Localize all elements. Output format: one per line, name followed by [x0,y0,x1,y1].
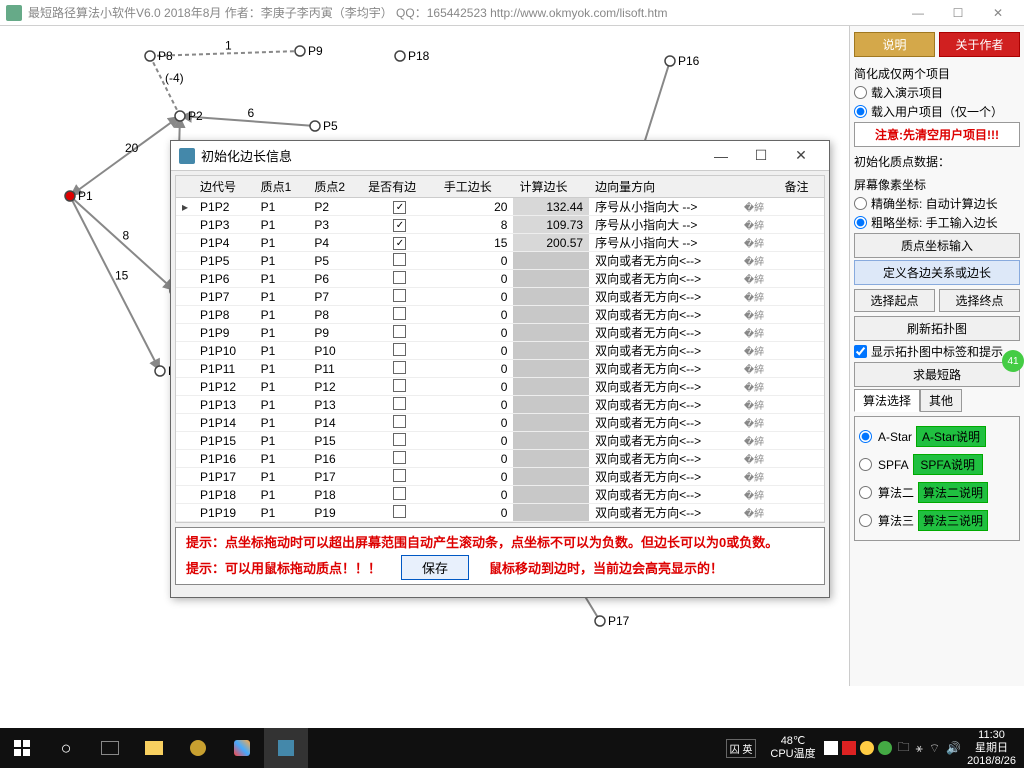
select-start-button[interactable]: 选择起点 [854,289,935,312]
svg-text:20: 20 [125,141,139,155]
dialog-title: 初始化边长信息 [201,146,701,165]
warning-label: 注意:先清空用户项目!!! [854,122,1020,147]
hint-3: 鼠标移动到边时，当前边会高亮显示的！ [489,558,723,577]
dialog-close-button[interactable]: ✕ [781,147,821,164]
table-row[interactable]: P1P8P1P80双向或者无方向<-->�綷 [176,306,824,324]
taskbar-explorer[interactable] [132,728,176,768]
table-row[interactable]: P1P4P1P4✓15200.57序号从小指向大 -->�綷 [176,234,824,252]
svg-text:P9: P9 [308,44,323,58]
battery-icon[interactable]: 🗀 [898,738,910,759]
load-user-radio[interactable]: 载入用户项目（仅一个） [854,103,1020,120]
algo-spfa-radio[interactable] [859,458,872,471]
table-row[interactable]: P1P15P1P150双向或者无方向<-->�綷 [176,432,824,450]
algo-2-radio[interactable] [859,486,872,499]
wifi-icon[interactable]: ⌔ [929,741,940,756]
coord-input-button[interactable]: 质点坐标输入 [854,233,1020,258]
edge-grid[interactable]: 边代号质点1质点2是否有边手工边长计算边长边向量方向备注▸P1P2P1P2✓20… [175,175,825,523]
maximize-button[interactable]: ☐ [938,1,978,25]
coord-accurate-radio[interactable]: 精确坐标: 自动计算边长 [854,195,1020,212]
side-panel: 说明 关于作者 简化成仅两个项目 载入演示项目 载入用户项目（仅一个） 注意:先… [849,26,1024,686]
table-row[interactable]: P1P13P1P130双向或者无方向<-->�綷 [176,396,824,414]
svg-text:15: 15 [115,269,129,283]
svg-text:6: 6 [248,106,255,120]
network-icon[interactable]: ⚹ [916,741,923,756]
tab-algorithm[interactable]: 算法选择 [854,389,920,412]
app-icon [6,5,22,21]
dialog-minimize-button[interactable]: — [701,148,741,164]
table-row[interactable]: P1P10P1P100双向或者无方向<-->�綷 [176,342,824,360]
system-tray[interactable] [824,741,892,755]
table-row[interactable]: ▸P1P2P1P2✓20132.44序号从小指向大 -->�綷 [176,198,824,216]
refresh-button[interactable]: 刷新拓扑图 [854,316,1020,341]
app-title: 最短路径算法小软件V6.0 2018年8月 作者：李庚子李丙寅（李均宇） QQ：… [28,4,898,21]
init-title: 初始化质点数据： [854,153,1020,170]
algo-3-help-button[interactable]: 算法三说明 [918,510,988,531]
hint-2: 提示：可以用鼠标拖动质点！！！ [186,558,381,577]
table-row[interactable]: P1P12P1P120双向或者无方向<-->�綷 [176,378,824,396]
table-row[interactable]: P1P3P1P3✓8109.73序号从小指向大 -->�綷 [176,216,824,234]
simplify-title: 简化成仅两个项目 [854,65,1020,82]
svg-text:P8: P8 [158,49,173,63]
coord-rough-radio[interactable]: 粗略坐标: 手工输入边长 [854,214,1020,231]
taskbar-app2[interactable] [220,728,264,768]
taskbar-app1[interactable] [176,728,220,768]
explain-button[interactable]: 说明 [854,32,935,57]
taskbar: ○ 囚 英 48℃CPU温度 🗀 ⚹ ⌔ 🔊 11:30星期日2018/8/26 [0,728,1024,768]
table-row[interactable]: P1P18P1P180双向或者无方向<-->�綷 [176,486,824,504]
taskbar-taskview[interactable] [88,728,132,768]
system-icons[interactable]: 🗀 ⚹ ⌔ 🔊 [898,738,961,759]
tray-icon[interactable] [860,741,874,755]
table-row[interactable]: P1P19P1P190双向或者无方向<-->�綷 [176,504,824,522]
svg-text:P16: P16 [678,54,700,68]
volume-icon[interactable]: 🔊 [946,741,961,755]
algo-2-help-button[interactable]: 算法二说明 [918,482,988,503]
edge-init-dialog: 初始化边长信息 — ☐ ✕ 边代号质点1质点2是否有边手工边长计算边长边向量方向… [170,140,830,598]
algo-astar-radio[interactable] [859,430,872,443]
notification-bubble[interactable]: 41 [1002,350,1024,372]
table-row[interactable]: P1P5P1P50双向或者无方向<-->�綷 [176,252,824,270]
close-button[interactable]: ✕ [978,1,1018,25]
clock[interactable]: 11:30星期日2018/8/26 [967,729,1016,768]
taskbar-current-app[interactable] [264,728,308,768]
show-labels-check[interactable]: 显示拓扑图中标签和提示 [854,343,1020,360]
start-button[interactable] [0,728,44,768]
algo-astar-help-button[interactable]: A-Star说明 [916,426,986,447]
find-path-button[interactable]: 求最短路 [854,362,1020,387]
minimize-button[interactable]: — [898,1,938,25]
algo-spfa-help-button[interactable]: SPFA说明 [913,454,983,475]
select-end-button[interactable]: 选择终点 [939,289,1020,312]
about-button[interactable]: 关于作者 [939,32,1020,57]
ime-indicator[interactable]: 囚 英 [726,739,757,758]
table-row[interactable]: P1P14P1P140双向或者无方向<-->�綷 [176,414,824,432]
tray-icon[interactable] [842,741,856,755]
dialog-maximize-button[interactable]: ☐ [741,147,781,164]
svg-text:P2: P2 [188,109,203,123]
table-row[interactable]: P1P6P1P60双向或者无方向<-->�綷 [176,270,824,288]
table-row[interactable]: P1P9P1P90双向或者无方向<-->�綷 [176,324,824,342]
main-titlebar: 最短路径算法小软件V6.0 2018年8月 作者：李庚子李丙寅（李均宇） QQ：… [0,0,1024,26]
svg-text:P1: P1 [78,189,93,203]
dialog-icon [179,148,195,164]
tray-icon[interactable] [824,741,838,755]
table-row[interactable]: P1P17P1P170双向或者无方向<-->�綷 [176,468,824,486]
svg-text:P5: P5 [323,119,338,133]
tab-other[interactable]: 其他 [920,389,962,412]
svg-text:P17: P17 [608,614,630,628]
table-row[interactable]: P1P7P1P70双向或者无方向<-->�綷 [176,288,824,306]
tray-icon[interactable] [878,741,892,755]
svg-text:(-4): (-4) [165,71,184,85]
edge-def-button[interactable]: 定义各边关系或边长 [854,260,1020,285]
cortana-button[interactable]: ○ [44,728,88,768]
load-demo-radio[interactable]: 载入演示项目 [854,84,1020,101]
svg-text:1: 1 [225,39,232,53]
save-button[interactable]: 保存 [401,555,469,580]
svg-text:8: 8 [123,229,130,243]
table-row[interactable]: P1P11P1P110双向或者无方向<-->�綷 [176,360,824,378]
coord-title: 屏幕像素坐标 [854,176,1020,193]
algo-3-radio[interactable] [859,514,872,527]
table-row[interactable]: P1P16P1P160双向或者无方向<-->�綷 [176,450,824,468]
hint-1: 提示：点坐标拖动时可以超出屏幕范围自动产生滚动条，点坐标不可以为负数。但边长可以… [186,532,814,551]
cpu-temp: 48℃CPU温度 [770,735,815,761]
svg-text:P18: P18 [408,49,430,63]
